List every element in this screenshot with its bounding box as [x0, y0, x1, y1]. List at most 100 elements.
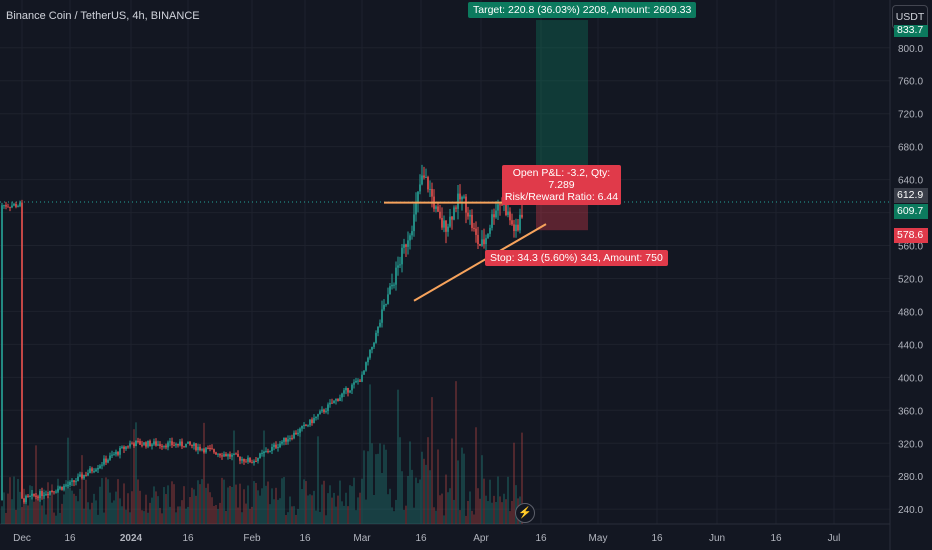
volume-bar [267, 481, 269, 524]
volume-bar [29, 485, 31, 524]
candle-body [333, 400, 335, 404]
volume-bar [79, 488, 81, 524]
candle-body [499, 204, 501, 206]
volume-bar [23, 488, 25, 524]
volume-bar [285, 515, 287, 524]
volume-bar [229, 485, 231, 524]
candle-body [269, 451, 271, 453]
candle-body [13, 204, 15, 206]
volume-bar [103, 512, 105, 524]
candle-body [347, 387, 349, 393]
volume-bar [17, 478, 19, 524]
volume-bar [399, 437, 401, 524]
volume-bar [41, 505, 43, 524]
candle-body [479, 244, 481, 246]
candle-body [471, 214, 473, 228]
candle-body [385, 303, 387, 305]
volume-bar [209, 492, 211, 524]
candle-body [63, 485, 65, 490]
volume-bar [459, 510, 461, 524]
candle-body [365, 362, 367, 371]
volume-bar [393, 511, 395, 524]
volume-bar [475, 427, 477, 524]
volume-bar [37, 498, 39, 524]
volume-bar [403, 509, 405, 524]
candle-body [281, 441, 283, 444]
candle-body [489, 227, 491, 234]
volume-bar [179, 506, 181, 524]
volume-bar [117, 479, 119, 524]
volume-bar [421, 451, 423, 524]
volume-bar [25, 496, 27, 524]
candle-body [441, 217, 443, 228]
candle-body [167, 442, 169, 448]
volume-bar [391, 507, 393, 524]
volume-bar [115, 491, 117, 524]
candle-body [99, 465, 101, 469]
candle-body [201, 449, 203, 451]
candle-body [69, 481, 71, 486]
x-tick-label: 16 [182, 533, 194, 544]
volume-bar [67, 437, 69, 524]
candle-body [171, 441, 173, 446]
candle-body [181, 441, 183, 447]
volume-bar [157, 496, 159, 524]
y-tick-label: 320.0 [898, 439, 923, 450]
candle-body [137, 440, 139, 442]
volume-bar [73, 493, 75, 524]
candle-body [311, 419, 313, 424]
volume-bar [109, 492, 111, 524]
volume-bar [19, 491, 21, 524]
candle-body [147, 440, 149, 447]
candle-body [439, 211, 441, 218]
volume-bar [327, 493, 329, 524]
volume-bar [297, 508, 299, 524]
candle-body [443, 220, 445, 228]
volume-bar [339, 480, 341, 524]
volume-bar [469, 491, 471, 524]
candle-body [401, 247, 403, 265]
candle-body [37, 496, 39, 499]
volume-bar [279, 498, 281, 524]
candle-body [507, 211, 509, 215]
volume-bar [133, 429, 135, 524]
volume-bar [33, 501, 35, 524]
volume-bar [291, 506, 293, 524]
candle-body [177, 443, 179, 446]
y-tick-label: 800.0 [898, 44, 923, 55]
volume-bar [413, 507, 415, 524]
candle-body [33, 493, 35, 496]
candle-body [121, 446, 123, 448]
volume-bar [301, 489, 303, 524]
candle-body [339, 397, 341, 401]
candle-body [7, 206, 9, 208]
x-tick-label: 16 [770, 533, 782, 544]
candle-body [141, 444, 143, 446]
candle-body [129, 443, 131, 447]
volume-bar [423, 458, 425, 524]
volume-bar [435, 510, 437, 524]
candle-body [389, 286, 391, 295]
candle-body [309, 419, 311, 426]
y-tick-label: 680.0 [898, 143, 923, 154]
volume-bar [357, 497, 359, 524]
lightning-icon[interactable]: ⚡ [515, 503, 535, 523]
candle-body [387, 294, 389, 304]
volume-bar [257, 490, 259, 524]
volume-bar [49, 496, 51, 524]
y-tick-label: 440.0 [898, 340, 923, 351]
stop-label: Stop: 34.3 (5.60%) 343, Amount: 750 [485, 250, 668, 266]
candle-body [67, 485, 69, 487]
candle-body [83, 474, 85, 479]
current-price-tag: 612.9 [894, 188, 928, 203]
candle-body [295, 432, 297, 435]
volume-bar [373, 494, 375, 524]
candle-body [185, 443, 187, 448]
candle-body [283, 437, 285, 442]
candle-body [113, 454, 115, 456]
candle-body [459, 193, 461, 200]
volume-bar [87, 502, 89, 524]
volume-bar [61, 503, 63, 524]
volume-bar [451, 438, 453, 524]
